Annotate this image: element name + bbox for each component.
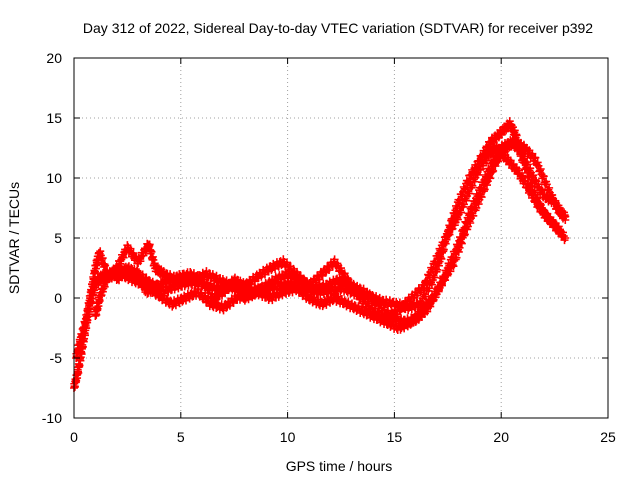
y-tick-label: -10 — [42, 410, 62, 426]
data-point — [330, 255, 339, 264]
data-point — [145, 276, 154, 285]
plot-area — [70, 117, 570, 392]
data-point — [178, 297, 187, 306]
x-tick-label: 10 — [280, 429, 296, 445]
data-point — [347, 278, 356, 287]
data-point — [373, 297, 382, 306]
data-point — [232, 283, 241, 292]
data-point — [193, 285, 202, 294]
y-tick-label: 0 — [54, 290, 62, 306]
data-point — [323, 283, 332, 292]
data-point — [396, 325, 405, 334]
data-point — [350, 301, 359, 310]
data-point — [162, 295, 171, 304]
data-point — [282, 258, 291, 267]
y-tick-label: 20 — [46, 50, 62, 66]
data-point — [156, 289, 165, 298]
data-point — [353, 288, 362, 297]
data-point — [561, 234, 570, 242]
chart-title: Day 312 of 2022, Sidereal Day-to-day VTE… — [83, 20, 593, 36]
y-axis-label: SDTVAR / TECUs — [6, 182, 22, 294]
data-point — [337, 264, 345, 273]
x-tick-label: 15 — [387, 429, 403, 445]
data-point — [267, 266, 276, 275]
data-point — [306, 292, 315, 301]
data-point — [416, 288, 425, 297]
data-point — [360, 295, 369, 304]
x-tick-label: 5 — [177, 429, 185, 445]
data-point — [315, 275, 324, 284]
data-point — [561, 212, 570, 221]
y-tick-label: 15 — [46, 110, 62, 126]
data-point — [262, 289, 271, 298]
series-track-c — [91, 141, 566, 326]
data-point — [350, 283, 359, 292]
data-point — [557, 228, 566, 236]
data-point — [349, 284, 358, 293]
data-point — [293, 267, 302, 276]
x-tick-label: 0 — [70, 429, 78, 445]
x-tick-label: 25 — [600, 429, 616, 445]
data-point — [427, 280, 436, 289]
axis-ticks: 0 5 10 15 20 25 -10 -5 0 5 10 15 20 — [42, 50, 616, 445]
data-point — [343, 273, 352, 282]
y-tick-label: 5 — [54, 230, 62, 246]
series-track-d — [112, 135, 570, 334]
data-point — [340, 269, 349, 278]
y-tick-label: -5 — [50, 350, 63, 366]
x-tick-label: 20 — [493, 429, 509, 445]
data-point — [304, 284, 313, 293]
data-point — [225, 279, 234, 288]
grid — [74, 58, 608, 418]
data-point — [318, 302, 327, 311]
data-point — [340, 296, 349, 305]
data-point — [384, 316, 393, 325]
y-tick-label: 10 — [46, 170, 62, 186]
x-axis-label: GPS time / hours — [286, 458, 393, 474]
